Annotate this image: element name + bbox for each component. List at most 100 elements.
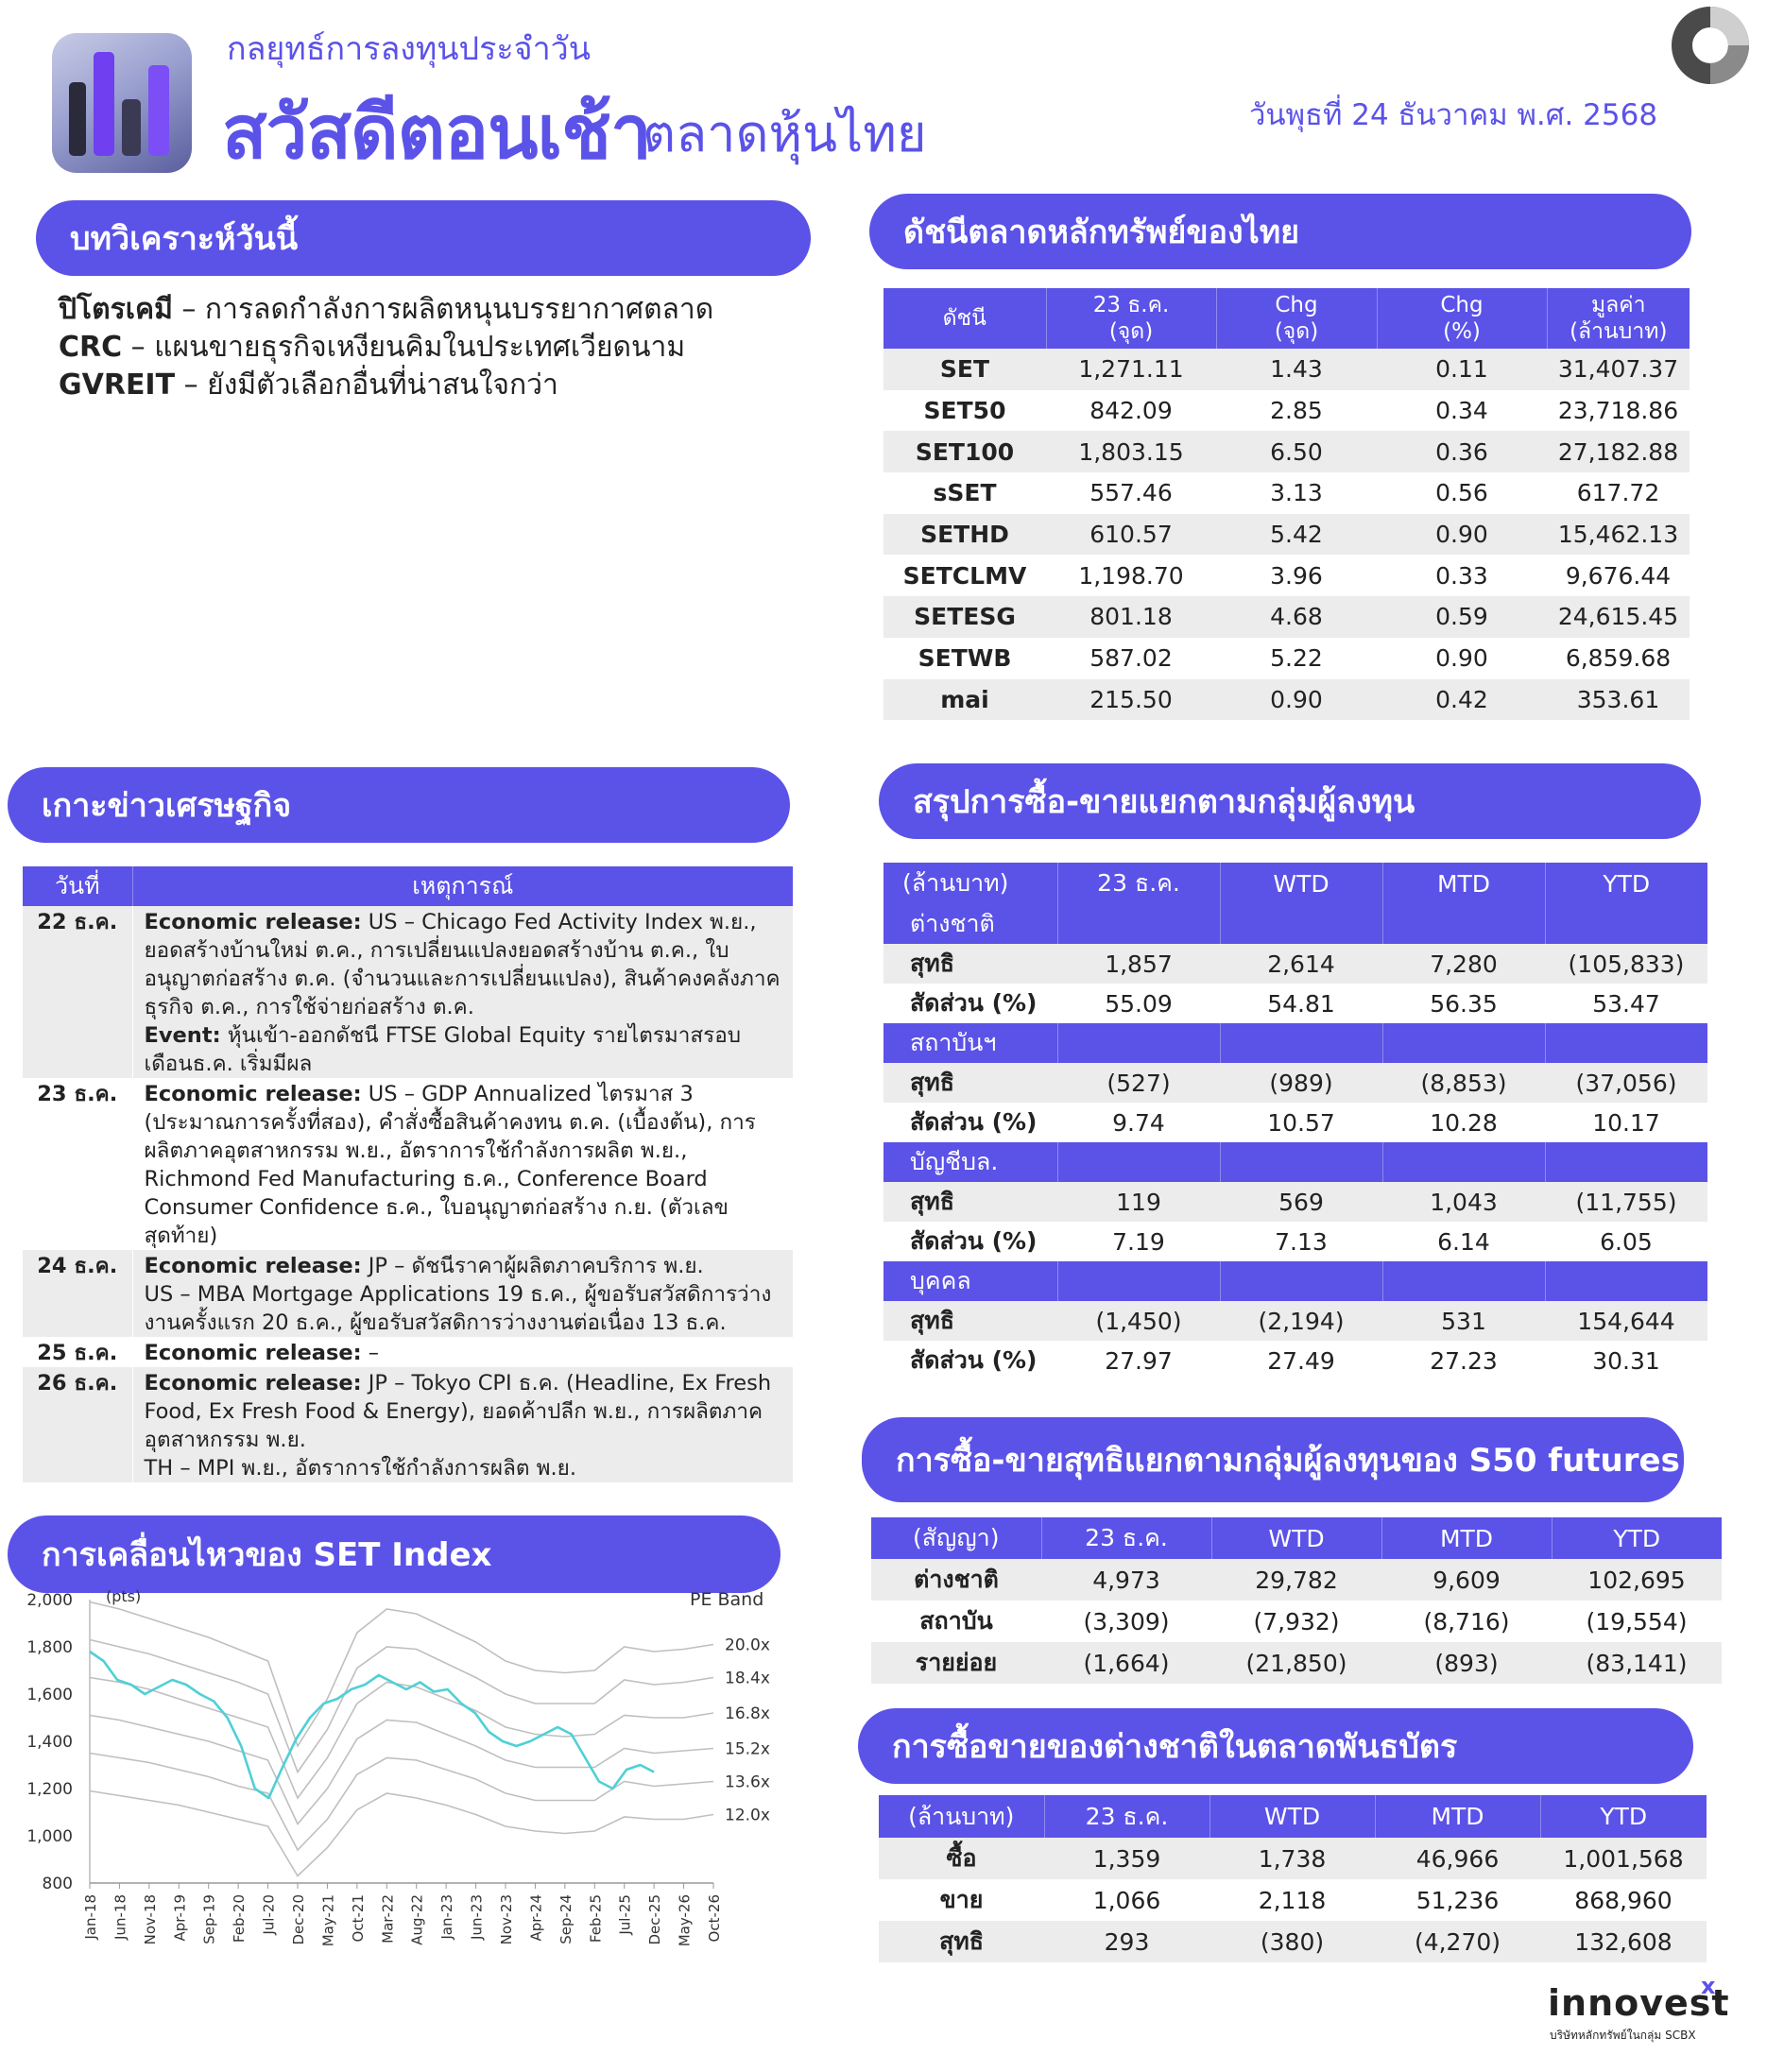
x-tick-label: Jan-18 xyxy=(82,1894,99,1941)
table-row[interactable]: SET 1,271.11 1.43 0.11 31,407.37 xyxy=(883,349,1690,390)
value-cell: (83,141) xyxy=(1586,1649,1688,1677)
column-header: 23 ธ.ค. (จุด) xyxy=(1046,288,1217,349)
x-tick-label: Sep-24 xyxy=(558,1894,575,1944)
group-label: บัญชีบล. xyxy=(883,1142,1057,1182)
x-tick-label: Dec-25 xyxy=(646,1894,663,1945)
table-row[interactable]: รายย่อย (1,664) (21,850) (893) (83,141) xyxy=(871,1642,1722,1684)
value-cell: 569 xyxy=(1278,1188,1324,1216)
column-header: 23 ธ.ค. xyxy=(1044,1795,1210,1838)
table-row[interactable]: สัดส่วน (%) 55.09 54.81 56.35 53.47 xyxy=(883,984,1707,1023)
table-row[interactable]: สถาบัน (3,309) (7,932) (8,716) (19,554) xyxy=(871,1601,1722,1642)
value-cell: 30.31 xyxy=(1592,1346,1660,1375)
group-label: สถาบันฯ xyxy=(883,1023,1057,1063)
table-row[interactable]: สุทธิ 1,857 2,614 7,280 (105,833) xyxy=(883,944,1707,984)
table-row[interactable]: ขาย 1,066 2,118 51,236 868,960 xyxy=(879,1879,1707,1921)
index-value-cell: 0.56 xyxy=(1435,479,1488,507)
table-row[interactable]: SETHD 610.57 5.42 0.90 15,462.13 xyxy=(883,513,1690,556)
index-value-cell: 1,803.15 xyxy=(1078,437,1184,466)
news-line: Event: หุ้นเข้า-ออกดัชนี FTSE Global Equ… xyxy=(145,1021,784,1078)
value-cell: 7.13 xyxy=(1275,1227,1328,1256)
index-name-cell: mai xyxy=(940,685,989,713)
news-event-cell: Economic release: JP – ดัชนีราคาผู้ผลิตภ… xyxy=(132,1250,793,1337)
group-filler xyxy=(1544,1261,1707,1301)
value-cell: 56.35 xyxy=(1430,989,1498,1018)
value-cell: 531 xyxy=(1441,1307,1486,1335)
value-cell: 119 xyxy=(1116,1188,1161,1216)
index-value-cell: 0.42 xyxy=(1435,685,1488,713)
table-row[interactable]: 23 ธ.ค. Economic release: US – GDP Annual… xyxy=(23,1078,793,1250)
news-line: Economic release: US – Chicago Fed Activ… xyxy=(145,908,784,1021)
news-event-cell: Economic release: – xyxy=(132,1337,793,1367)
table-row[interactable]: sSET 557.46 3.13 0.56 617.72 xyxy=(883,472,1690,514)
table-row[interactable]: 26 ธ.ค. Economic release: JP – Tokyo CPI … xyxy=(23,1367,793,1482)
row-label: สัดส่วน (%) xyxy=(910,1227,1038,1255)
value-cell: (1,450) xyxy=(1095,1307,1182,1335)
analysis-item[interactable]: CRC – แผนขายธุรกิจเหงียนคิมในประเทศเวียด… xyxy=(59,329,713,367)
table-row[interactable]: SETCLMV 1,198.70 3.96 0.33 9,676.44 xyxy=(883,555,1690,596)
app-logo xyxy=(52,33,192,173)
table-row[interactable]: ซื้อ 1,359 1,738 46,966 1,001,568 xyxy=(879,1838,1707,1879)
table-header-row: (ล้านบาท) 23 ธ.ค. WTD MTD YTD xyxy=(879,1795,1707,1838)
x-tick-label: Jan-23 xyxy=(438,1894,455,1941)
index-value-cell: 587.02 xyxy=(1089,644,1173,673)
value-cell: 2,118 xyxy=(1258,1886,1327,1914)
analysis-item[interactable]: ปิโตรเคมี – การลดกำลังการผลิตหนุนบรรยากา… xyxy=(59,291,713,329)
row-label: สัดส่วน (%) xyxy=(910,1346,1038,1374)
value-cell: 6.14 xyxy=(1437,1227,1490,1256)
value-cell: (1,664) xyxy=(1083,1649,1170,1677)
news-event-cell: Economic release: JP – Tokyo CPI ธ.ค. (H… xyxy=(132,1367,793,1482)
news-date-cell: 23 ธ.ค. xyxy=(23,1078,133,1250)
x-tick-label: Oct-21 xyxy=(350,1894,367,1942)
table-row[interactable]: สุทธิ 293 (380) (4,270) 132,608 xyxy=(879,1921,1707,1962)
column-header: มูลค่า (ล้านบาท) xyxy=(1547,288,1690,349)
table-row[interactable]: สัดส่วน (%) 7.19 7.13 6.14 6.05 xyxy=(883,1222,1707,1261)
index-name-cell: sSET xyxy=(933,479,997,507)
bond-heading: การซื้อขายของต่างชาติในตลาดพันธบัตร xyxy=(858,1708,1693,1784)
group-filler xyxy=(1219,904,1382,944)
table-row[interactable]: 22 ธ.ค. Economic release: US – Chicago Fe… xyxy=(23,906,793,1078)
table-row[interactable]: SETESG 801.18 4.68 0.59 24,615.45 xyxy=(883,596,1690,638)
index-value-cell: 5.22 xyxy=(1270,644,1323,673)
group-filler xyxy=(1219,1261,1382,1301)
column-header: (สัญญา) xyxy=(871,1517,1042,1559)
value-cell: 1,043 xyxy=(1430,1188,1498,1216)
table-row[interactable]: สุทธิ (527) (989) (8,853) (37,056) xyxy=(883,1063,1707,1103)
table-row[interactable]: mai 215.50 0.90 0.42 353.61 xyxy=(883,678,1690,721)
row-label: สุทธิ xyxy=(910,950,954,977)
table-row[interactable]: สัดส่วน (%) 9.74 10.57 10.28 10.17 xyxy=(883,1103,1707,1142)
value-cell: 1,359 xyxy=(1092,1844,1161,1873)
news-label: Event: xyxy=(144,1023,221,1048)
table-row[interactable]: SET50 842.09 2.85 0.34 23,718.86 xyxy=(883,390,1690,432)
table-row[interactable]: สุทธิ (1,450) (2,194) 531 154,644 xyxy=(883,1301,1707,1341)
value-cell: 1,066 xyxy=(1092,1886,1161,1914)
index-name-cell: SET xyxy=(939,355,990,384)
table-row[interactable]: SET100 1,803.15 6.50 0.36 27,182.88 xyxy=(883,431,1690,473)
group-label: ต่างชาติ xyxy=(883,904,1057,944)
table-row[interactable]: สุทธิ 119 569 1,043 (11,755) xyxy=(883,1182,1707,1222)
x-tick-label: Nov-23 xyxy=(498,1894,515,1944)
column-header: WTD xyxy=(1220,863,1383,904)
table-row[interactable]: สัดส่วน (%) 27.97 27.49 27.23 30.31 xyxy=(883,1341,1707,1380)
table-row[interactable]: 24 ธ.ค. Economic release: JP – ดัชนีราคาผ… xyxy=(23,1250,793,1337)
x-tick-label: Apr-24 xyxy=(527,1894,544,1942)
y-tick-label: 800 xyxy=(43,1875,73,1893)
index-heading: ดัชนีตลาดหลักทรัพย์ของไทย xyxy=(869,194,1691,269)
value-cell: (4,270) xyxy=(1414,1927,1501,1956)
value-cell: 51,236 xyxy=(1415,1886,1500,1914)
table-row[interactable]: 25 ธ.ค. Economic release: – xyxy=(23,1337,793,1367)
row-label: ขาย xyxy=(939,1886,984,1913)
column-header: 23 ธ.ค. xyxy=(1057,863,1221,904)
value-cell: (8,853) xyxy=(1420,1069,1507,1097)
group-row: สถาบันฯ xyxy=(883,1023,1707,1063)
row-label: สถาบัน xyxy=(919,1607,993,1635)
analysis-item-text: – แผนขายธุรกิจเหงียนคิมในประเทศเวียดนาม xyxy=(122,331,686,364)
analysis-item[interactable]: GVREIT – ยังมีตัวเลือกอื่นที่น่าสนใจกว่า xyxy=(59,367,713,404)
pe-band-line xyxy=(89,1752,714,1852)
table-row[interactable]: ต่างชาติ 4,973 29,782 9,609 102,695 xyxy=(871,1559,1722,1601)
group-filler xyxy=(1544,1023,1707,1063)
table-row[interactable]: SETWB 587.02 5.22 0.90 6,859.68 xyxy=(883,638,1690,679)
table-header-row: ดัชนี 23 ธ.ค. (จุด) Chg (จุด) Chg (%) มูลค่… xyxy=(883,288,1690,349)
news-line: Economic release: US – GDP Annualized ไต… xyxy=(145,1080,784,1250)
index-value-cell: 557.46 xyxy=(1089,479,1173,507)
index-value-cell: 0.90 xyxy=(1270,685,1323,713)
